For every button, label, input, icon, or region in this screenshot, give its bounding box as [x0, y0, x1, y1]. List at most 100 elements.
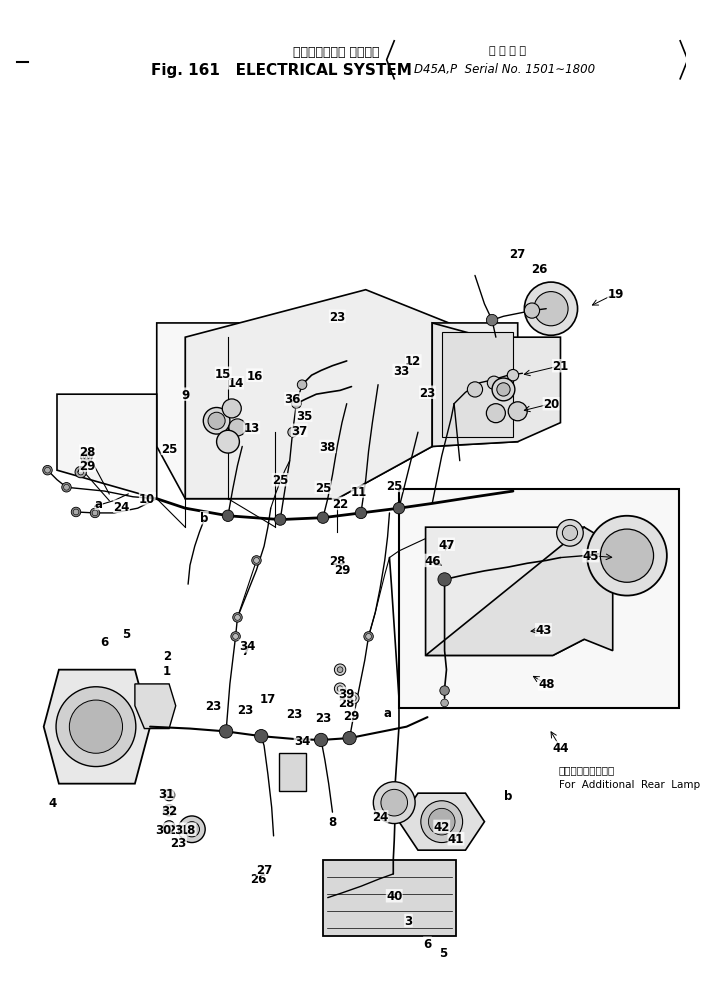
- Text: 21: 21: [552, 360, 569, 373]
- Text: 42: 42: [433, 820, 450, 833]
- Text: 25: 25: [272, 473, 288, 487]
- Text: 29: 29: [79, 459, 95, 472]
- Circle shape: [487, 377, 500, 390]
- Text: 23: 23: [419, 387, 435, 399]
- Circle shape: [229, 419, 246, 437]
- Polygon shape: [442, 333, 513, 438]
- Circle shape: [163, 790, 175, 801]
- Circle shape: [337, 668, 343, 672]
- Circle shape: [334, 665, 346, 675]
- Text: 10: 10: [139, 493, 155, 506]
- Text: 27: 27: [510, 247, 526, 261]
- Circle shape: [428, 809, 455, 835]
- Circle shape: [75, 467, 87, 478]
- Polygon shape: [425, 528, 613, 656]
- Text: 19: 19: [607, 288, 624, 301]
- Circle shape: [84, 455, 90, 460]
- Text: 34: 34: [294, 735, 310, 747]
- Circle shape: [163, 805, 175, 816]
- Text: 45: 45: [583, 549, 599, 563]
- Circle shape: [381, 790, 407, 816]
- Text: 1: 1: [163, 665, 171, 677]
- Circle shape: [204, 408, 230, 435]
- Text: Fig. 161   ELECTRICAL SYSTEM: Fig. 161 ELECTRICAL SYSTEM: [151, 63, 412, 78]
- Text: 24: 24: [113, 500, 130, 514]
- Circle shape: [524, 283, 578, 336]
- Polygon shape: [279, 753, 306, 792]
- Text: 31: 31: [158, 787, 175, 800]
- Circle shape: [438, 573, 451, 587]
- Circle shape: [292, 399, 301, 409]
- Circle shape: [440, 699, 448, 707]
- Circle shape: [178, 816, 205, 843]
- Circle shape: [440, 686, 449, 695]
- Circle shape: [56, 687, 136, 767]
- Circle shape: [232, 634, 238, 640]
- Circle shape: [62, 483, 71, 493]
- Text: 20: 20: [543, 397, 559, 411]
- Polygon shape: [399, 490, 679, 708]
- Text: 25: 25: [161, 443, 178, 456]
- Text: 14: 14: [227, 377, 244, 389]
- Circle shape: [508, 402, 527, 421]
- Text: 44: 44: [552, 741, 569, 754]
- Text: 46: 46: [424, 554, 440, 567]
- Text: 38: 38: [320, 441, 336, 454]
- Text: D45A,P  Serial No. 1501∼1800: D45A,P Serial No. 1501∼1800: [414, 63, 595, 76]
- Text: 23: 23: [206, 699, 222, 713]
- Text: 2: 2: [163, 649, 171, 663]
- Text: 39: 39: [339, 687, 355, 700]
- Circle shape: [421, 801, 463, 843]
- Text: 12: 12: [405, 355, 422, 368]
- Text: 28: 28: [79, 446, 95, 458]
- Circle shape: [497, 384, 510, 396]
- Circle shape: [73, 510, 79, 516]
- Text: 30: 30: [155, 823, 172, 836]
- Text: 41: 41: [448, 832, 464, 845]
- Text: 48: 48: [538, 677, 554, 691]
- Text: 6: 6: [100, 635, 108, 648]
- Text: 6: 6: [423, 937, 432, 950]
- Text: 適 用 号 機: 適 用 号 機: [489, 45, 526, 55]
- Circle shape: [92, 511, 98, 517]
- Text: エレクトリカル システム: エレクトリカル システム: [293, 45, 379, 58]
- Circle shape: [255, 730, 268, 743]
- Circle shape: [231, 632, 240, 642]
- Text: 26: 26: [531, 263, 548, 276]
- Text: 34: 34: [239, 640, 255, 653]
- Circle shape: [288, 428, 297, 438]
- Circle shape: [69, 700, 123, 753]
- Text: 27: 27: [256, 863, 272, 876]
- Text: 23: 23: [170, 836, 187, 849]
- Polygon shape: [57, 394, 157, 499]
- Text: 23: 23: [237, 703, 253, 717]
- Circle shape: [364, 632, 373, 642]
- Text: 35: 35: [296, 409, 312, 422]
- Text: 11: 11: [351, 485, 367, 498]
- Circle shape: [217, 431, 240, 454]
- Circle shape: [343, 732, 356, 745]
- Circle shape: [297, 381, 307, 390]
- Circle shape: [587, 517, 667, 596]
- Polygon shape: [323, 860, 456, 936]
- Circle shape: [274, 515, 286, 526]
- Text: 23: 23: [315, 711, 331, 724]
- Text: 32: 32: [161, 804, 177, 817]
- Circle shape: [492, 379, 515, 401]
- Text: 18: 18: [180, 823, 196, 836]
- Circle shape: [43, 466, 52, 475]
- Circle shape: [45, 467, 51, 473]
- Circle shape: [524, 304, 539, 318]
- Circle shape: [222, 399, 241, 418]
- Circle shape: [366, 634, 371, 640]
- Circle shape: [90, 509, 100, 519]
- Circle shape: [487, 316, 497, 326]
- Circle shape: [317, 513, 329, 524]
- Text: 28: 28: [339, 697, 355, 710]
- Circle shape: [208, 413, 225, 430]
- Circle shape: [534, 292, 568, 326]
- Polygon shape: [432, 323, 518, 447]
- Text: b: b: [504, 789, 513, 802]
- Circle shape: [252, 556, 261, 566]
- Circle shape: [235, 615, 240, 620]
